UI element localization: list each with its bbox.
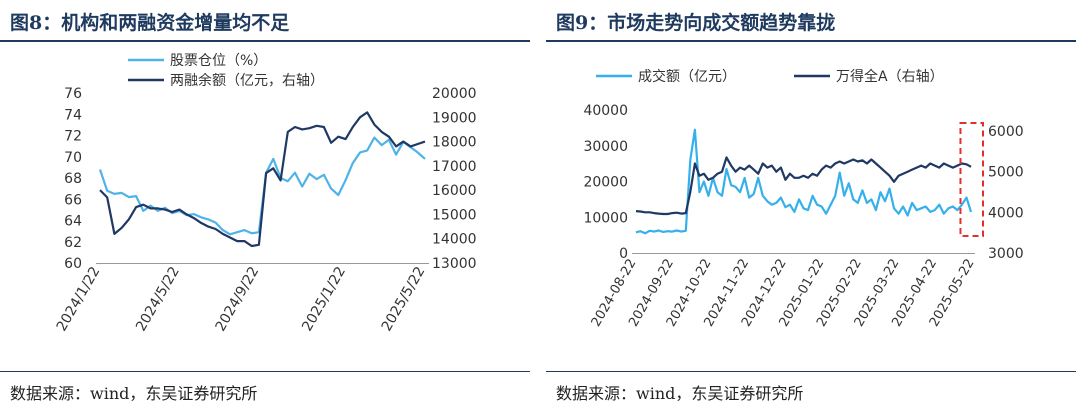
x-tick-label: 2024/1/22 [54, 264, 104, 334]
y-left-tick-label: 40000 [583, 103, 628, 119]
figure-8-panel: 图8：机构和两融资金增量均不足 60 62 64 66 68 70 72 74 76 13000 1… [0, 0, 530, 409]
x-tick-label: 2025/5/22 [379, 264, 429, 334]
y-right-tick-label: 4000 [988, 205, 1024, 221]
y-right-tick-label: 17000 [432, 159, 477, 175]
highlight-box [959, 122, 984, 237]
figure-9-title: 图9：市场走势向成交额趋势靠拢 [556, 12, 836, 34]
y-right-tick-label: 16000 [432, 183, 477, 199]
y-left-tick-label: 30000 [583, 139, 628, 155]
figure-9-chart: 0100002000030000400003000400050006000202… [583, 68, 1024, 329]
figure-8-source: 数据来源：wind，东吴证券研究所 [10, 384, 258, 403]
legend-label-1: 股票仓位（%） [170, 53, 267, 69]
y-left-tick-label: 64 [64, 214, 82, 230]
y-right-tick-label: 5000 [988, 165, 1024, 181]
legend-label-2: 万得全A（右轴） [836, 68, 944, 85]
y-left-tick-label: 60 [64, 256, 82, 272]
series-line-2 [635, 156, 972, 216]
figure-8-title: 图8：机构和两融资金增量均不足 [10, 12, 290, 34]
y-left-tick-label: 10000 [583, 210, 628, 226]
y-left-tick-label: 70 [64, 150, 82, 166]
y-right-tick-label: 3000 [988, 246, 1024, 262]
figure-8-chart: 60 62 64 66 68 70 72 74 76 13000 14000 15000 16000 17… [54, 53, 477, 334]
y-right-tick-label: 14000 [432, 232, 477, 248]
figure-8-top-rule [0, 40, 530, 42]
y-right-tick-label: 6000 [988, 124, 1024, 140]
y-right-tick-label: 13000 [432, 256, 477, 272]
legend-label-2: 两融余额（亿元，右轴） [170, 72, 324, 89]
figure-8-bottom-rule [0, 371, 530, 372]
x-tick-label: 2024/9/22 [213, 264, 263, 334]
x-tick-label: 2024/5/22 [133, 264, 183, 334]
y-right-tick-label: 18000 [432, 135, 477, 151]
series-line-2 [99, 111, 426, 248]
figure-9-top-rule [546, 40, 1076, 42]
y-left-tick-label: 0 [619, 246, 628, 262]
y-right-tick-label: 19000 [432, 110, 477, 126]
y-left-tick-label: 76 [64, 86, 82, 102]
figure-9-panel: 图9：市场走势向成交额趋势靠拢 0 10000 20000 30000 40000 300… [546, 0, 1076, 409]
y-left-tick-label: 62 [64, 235, 82, 251]
y-right-tick-label: 15000 [432, 207, 477, 223]
y-right-tick-label: 20000 [432, 86, 477, 102]
series-line-1 [635, 128, 973, 235]
y-left-tick-label: 66 [64, 192, 82, 208]
figure-9-source: 数据来源：wind，东吴证券研究所 [556, 384, 804, 403]
y-left-tick-label: 20000 [583, 175, 628, 191]
figure-9-bottom-rule [546, 371, 1076, 372]
y-left-tick-label: 68 [64, 171, 82, 187]
x-tick-label: 2025/1/22 [299, 264, 349, 334]
legend-label-1: 成交额（亿元） [638, 68, 736, 85]
y-left-tick-label: 74 [64, 107, 82, 123]
y-left-tick-label: 72 [64, 129, 82, 145]
